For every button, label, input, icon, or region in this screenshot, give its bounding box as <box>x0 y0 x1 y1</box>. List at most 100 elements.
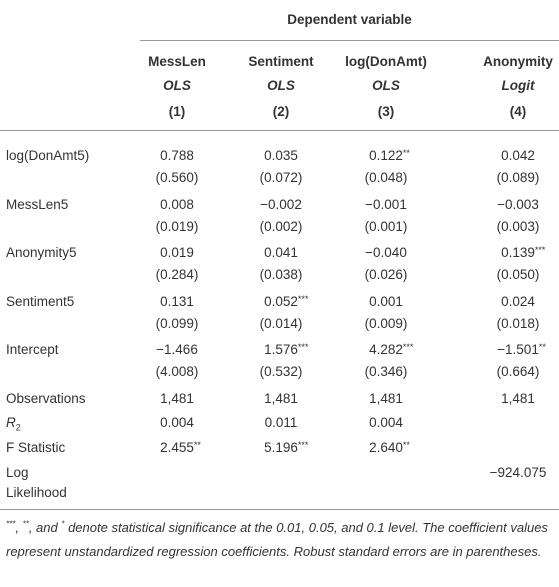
value: 1,481 <box>160 390 194 406</box>
value: −1.466 <box>156 342 198 357</box>
std-error: (0.532) <box>259 364 303 379</box>
column-method: OLS <box>372 78 400 93</box>
value: 0.019 <box>160 245 194 260</box>
value: 0.042 <box>501 148 535 163</box>
value: 0.131 <box>160 293 194 309</box>
value: −0.040 <box>365 245 407 260</box>
value-cell: 0.041 <box>226 243 336 263</box>
value: 0.041 <box>264 245 298 260</box>
row-label: Anonymity5 <box>6 243 86 263</box>
value-cell: 1,481 <box>331 389 441 409</box>
column-method: OLS <box>267 78 295 93</box>
value: 1,481 <box>501 390 535 406</box>
row-label-text: Observations <box>6 390 86 406</box>
header-title: Dependent variable <box>287 12 412 27</box>
std-error: (0.664) <box>496 364 540 379</box>
row-label: MessLen5 <box>6 195 86 215</box>
std-error: (0.009) <box>364 315 408 331</box>
column-method: OLS <box>163 78 191 93</box>
value-cell: 0.042 <box>463 146 559 166</box>
std-error: (0.050) <box>496 267 540 282</box>
value: 0.122 ** <box>369 148 410 163</box>
row-label-text: log(DonAmt5) <box>6 148 90 163</box>
footnote: ***, **, and * denote statistical signif… <box>6 516 554 563</box>
value-cell: 1,481 <box>226 389 336 409</box>
rule <box>140 40 559 41</box>
value: −0.001 <box>365 196 407 212</box>
std-error: (0.560) <box>155 170 199 185</box>
value-cell: 0.131 <box>122 292 232 312</box>
row-label-sub: 2 <box>15 422 21 433</box>
value: 2.640 ** <box>369 440 410 455</box>
std-error: (0.003) <box>496 218 540 234</box>
row-label: Intercept <box>6 340 86 360</box>
column-number: (3) <box>377 104 395 119</box>
sig-mark: *** <box>402 342 414 352</box>
value-cell: 1,481 <box>463 389 559 409</box>
value-cell: −0.002 <box>226 195 336 215</box>
sig-mark: *** <box>534 245 546 255</box>
value: 0.008 <box>160 196 194 212</box>
value: 1.576 *** <box>264 342 308 357</box>
row-label: Observations <box>6 389 86 409</box>
value-cell: −1.466 <box>122 340 232 360</box>
row-label-text: Log Likelihood <box>6 464 67 500</box>
value-cell: 0.019 <box>122 243 232 263</box>
sig-mark: ** <box>538 342 546 352</box>
row-label: Log Likelihood <box>6 463 86 503</box>
value: −924.075 <box>489 464 547 480</box>
footnote-text: denote statistical significance at the 0… <box>6 520 548 559</box>
sig-mark: ** <box>402 440 410 451</box>
value-cell: 4.282 *** <box>331 340 441 360</box>
rule <box>0 509 559 510</box>
sig-mark: ** <box>402 148 410 158</box>
value-cell: −1.501 ** <box>463 340 559 360</box>
std-error: (4.008) <box>155 364 199 379</box>
column-name: MessLen <box>148 54 206 69</box>
value: 0.035 <box>264 148 298 163</box>
std-error: (0.014) <box>259 315 303 331</box>
std-error: (0.346) <box>364 364 408 379</box>
value-cell: 0.001 <box>331 292 441 312</box>
row-label-text: Intercept <box>6 342 59 357</box>
value-cell: 2.455 ** <box>122 438 232 458</box>
value: 2.455 ** <box>160 440 201 455</box>
row-label: R2 <box>6 413 106 438</box>
column-name: Sentiment <box>248 54 314 69</box>
row-label-text: F Statistic <box>6 440 66 456</box>
value-cell: 0.024 <box>463 292 559 312</box>
std-error: (0.002) <box>259 218 303 234</box>
row-label-text: R <box>6 415 16 431</box>
value: 0.004 <box>160 415 194 431</box>
sig-mark: *** <box>297 440 309 451</box>
value: 0.011 <box>264 415 298 431</box>
value-cell: 5.196 *** <box>226 438 336 458</box>
row-label: Sentiment5 <box>6 292 86 312</box>
value-cell: 0.035 <box>226 146 336 166</box>
row-label: log(DonAmt5) <box>6 146 90 166</box>
value: 0.024 <box>501 293 535 309</box>
std-error: (0.099) <box>155 315 199 331</box>
row-label: F Statistic <box>6 438 86 458</box>
value-cell: 1,481 <box>122 389 232 409</box>
value-cell: 0.008 <box>122 195 232 215</box>
rule <box>0 130 559 131</box>
value: 0.052 *** <box>264 294 308 309</box>
value: 5.196 *** <box>264 440 308 455</box>
column-number: (4) <box>509 104 527 119</box>
value: 0.788 <box>160 148 194 163</box>
std-error: (0.026) <box>364 267 408 282</box>
value-cell: −0.003 <box>463 195 559 215</box>
value: −0.002 <box>260 196 302 212</box>
value: 0.139 *** <box>501 245 545 260</box>
value-cell: 0.052 *** <box>226 292 336 312</box>
row-label-text: Sentiment5 <box>6 293 75 309</box>
std-error: (0.018) <box>496 315 540 331</box>
value: −1.501 ** <box>497 342 546 357</box>
column-number: (1) <box>168 104 186 119</box>
value-cell: 0.011 <box>226 413 336 433</box>
sig-mark: ** <box>22 519 29 529</box>
value: 0.001 <box>369 293 403 309</box>
value: 1,481 <box>264 390 298 406</box>
